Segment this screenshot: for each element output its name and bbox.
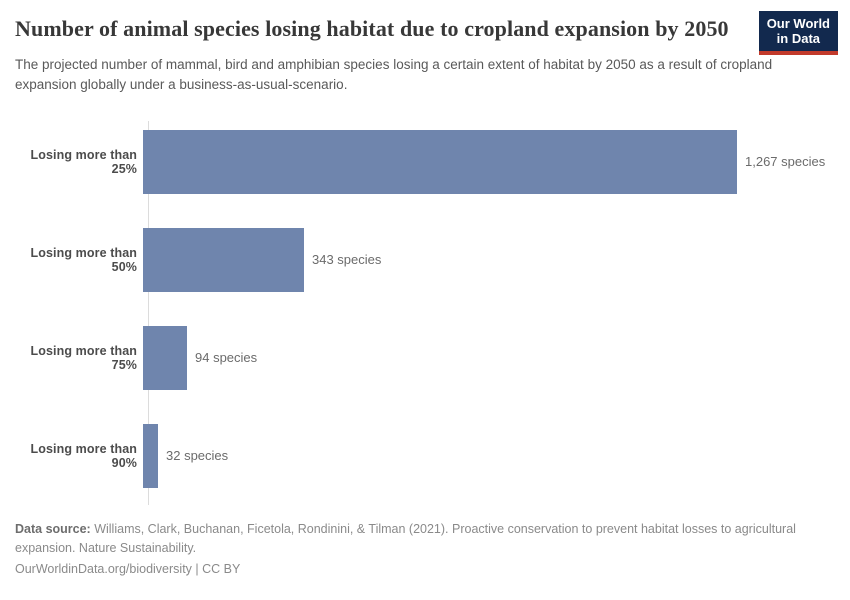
y-axis-line <box>148 120 149 505</box>
bar <box>143 129 737 194</box>
bar-track: 94 species <box>143 325 835 390</box>
category-label: Losing more than 50% <box>30 245 137 274</box>
data-source-line: Data source: Williams, Clark, Buchanan, … <box>15 520 830 559</box>
bar <box>143 423 158 488</box>
chart-title: Number of animal species losing habitat … <box>15 16 729 41</box>
category-label: Losing more than 90% <box>30 441 137 470</box>
bar-row: Losing more than 50% 343 species <box>15 211 835 309</box>
bar-row: Losing more than 90% 32 species <box>15 407 835 505</box>
category-label: Losing more than 25% <box>30 147 137 176</box>
owid-url-link[interactable]: OurWorldinData.org/biodiversity | CC BY <box>15 562 241 577</box>
category-label: Losing more than 75% <box>30 343 137 372</box>
owid-logo-line2: in Data <box>776 31 821 47</box>
data-source-text: Williams, Clark, Buchanan, Ficetola, Ron… <box>15 521 796 555</box>
owid-logo-line1: Our World <box>766 16 830 31</box>
bar-track: 32 species <box>143 423 835 488</box>
value-label: 32 species <box>166 448 229 464</box>
data-source-label: Data source: <box>15 521 91 536</box>
owid-logo[interactable]: Our World in Data <box>758 11 838 55</box>
value-label: 1,267 species <box>745 154 826 170</box>
bars-container: Losing more than 25% 1,267 species Losing … <box>15 113 835 505</box>
value-label: 94 species <box>195 350 258 366</box>
header: Number of animal species losing habitat … <box>15 11 838 55</box>
bar-track: 1,267 species <box>143 129 835 194</box>
value-label: 343 species <box>312 252 382 268</box>
bar <box>143 325 187 390</box>
chart-subtitle: The projected number of mammal, bird and… <box>15 57 773 93</box>
footer: Data source: Williams, Clark, Buchanan, … <box>15 520 830 580</box>
bar-row: Losing more than 75% 94 species <box>15 309 835 407</box>
bar-chart: Losing more than 25% 1,267 species Losing … <box>15 113 835 505</box>
bar-track: 343 species <box>143 227 835 292</box>
bar-row: Losing more than 25% 1,267 species <box>15 113 835 211</box>
bar <box>143 227 304 292</box>
